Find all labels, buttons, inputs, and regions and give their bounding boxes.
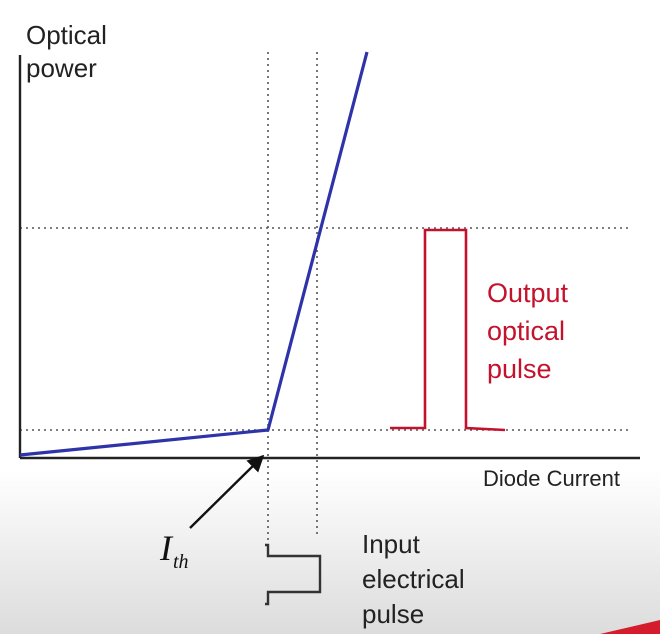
output-label-line1: Output xyxy=(487,278,569,308)
axes xyxy=(18,55,640,460)
input-electrical-pulse xyxy=(265,543,322,606)
y-axis-label-line2: power xyxy=(26,53,97,83)
threshold-label: Ith xyxy=(159,528,189,573)
arrow-up-right-icon xyxy=(189,454,265,529)
corner-accent xyxy=(600,620,660,634)
output-label-line3: pulse xyxy=(487,354,552,384)
output-optical-pulse xyxy=(390,228,506,432)
y-axis-label-line1: Optical xyxy=(26,20,107,50)
light-current-curve xyxy=(19,51,369,457)
output-label-line2: optical xyxy=(487,316,565,346)
threshold-label-subscript: th xyxy=(173,551,189,573)
input-label-line3: pulse xyxy=(362,599,424,629)
input-label-line1: Input xyxy=(362,529,421,559)
threshold-label-main: I xyxy=(159,528,174,568)
input-label-line2: electrical xyxy=(362,564,465,594)
x-axis-label: Diode Current xyxy=(483,466,620,491)
background-fade xyxy=(0,470,660,634)
guide-lines xyxy=(20,52,628,540)
